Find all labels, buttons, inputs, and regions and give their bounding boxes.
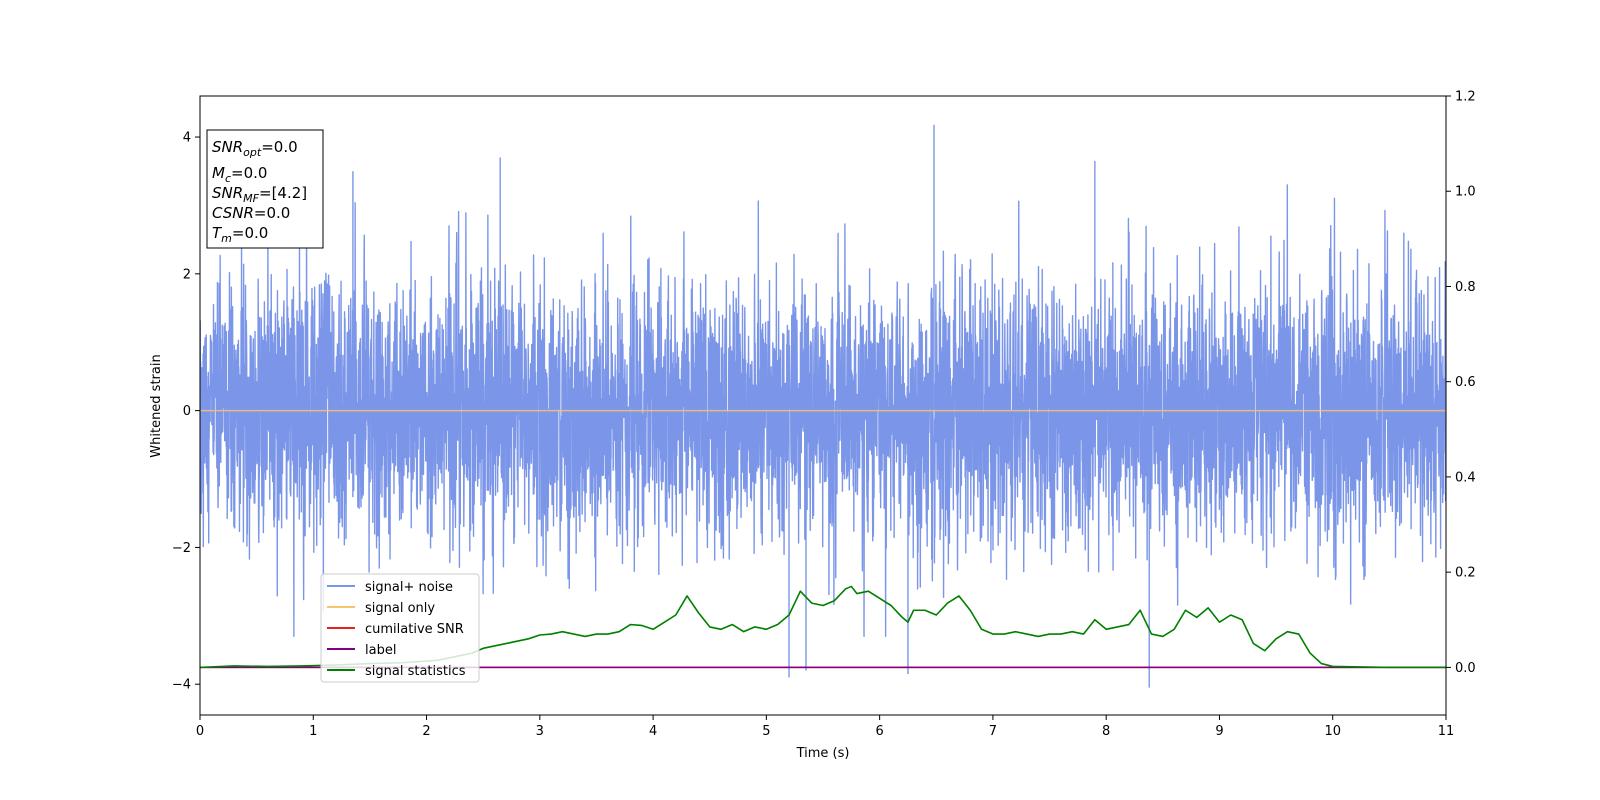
annotation-line: SNRMF=[4.2] bbox=[212, 184, 307, 205]
annotation-variable: T bbox=[212, 224, 223, 242]
annotation-line: Mc=0.0 bbox=[212, 164, 267, 185]
annotation-subscript: c bbox=[225, 172, 231, 185]
x-tick-label: 5 bbox=[762, 724, 770, 739]
annotation-variable: CSNR bbox=[212, 204, 254, 222]
x-tick-label: 1 bbox=[309, 724, 317, 739]
annotation-variable: M bbox=[212, 164, 225, 182]
y-tick-label: 4 bbox=[183, 131, 191, 146]
y-tick-label: 0 bbox=[183, 404, 191, 419]
y2-tick-label: 0.6 bbox=[1455, 375, 1476, 390]
legend-frame bbox=[320, 573, 480, 683]
y2-tick-label: 0.8 bbox=[1455, 280, 1476, 295]
annotation-line: CSNR=0.0 bbox=[212, 204, 290, 222]
x-tick-label: 11 bbox=[1438, 724, 1455, 739]
y-axis-left: −4 −2 0 2 4 bbox=[172, 131, 200, 693]
legend-label: cumilative SNR bbox=[365, 622, 464, 637]
y2-tick-label: 0.4 bbox=[1455, 470, 1476, 485]
x-tick-label: 8 bbox=[1102, 724, 1110, 739]
y2-tick-label: 0.2 bbox=[1455, 566, 1476, 581]
annotation-subscript: opt bbox=[243, 146, 262, 159]
y2-tick-label: 0.0 bbox=[1455, 661, 1476, 676]
annotation-value: =[4.2] bbox=[259, 184, 307, 202]
annotation-box: SNRopt=0.0Mc=0.0SNRMF=[4.2]CSNR=0.0Tm=0.… bbox=[206, 129, 324, 249]
x-axis-label: Time (s) bbox=[796, 746, 850, 761]
x-tick-label: 0 bbox=[196, 724, 204, 739]
y2-tick-label: 1.0 bbox=[1455, 185, 1476, 200]
x-tick-label: 9 bbox=[1215, 724, 1223, 739]
annotation-subscript: MF bbox=[243, 192, 259, 205]
annotation-frame bbox=[206, 129, 324, 249]
y-axis-label: Whitened strain bbox=[149, 354, 164, 457]
legend-label: signal+ noise bbox=[365, 580, 453, 595]
annotation-subscript: m bbox=[221, 232, 232, 245]
series-signal-noise-line bbox=[200, 184, 1446, 638]
annotation-variable: SNR bbox=[212, 184, 243, 202]
annotation-value: =0.0 bbox=[261, 138, 297, 156]
y-tick-label: −4 bbox=[172, 678, 191, 693]
series-signal-noise-spikes bbox=[352, 124, 1150, 688]
x-tick-label: 6 bbox=[875, 724, 883, 739]
y-tick-label: −2 bbox=[172, 541, 191, 556]
annotation-value: =0.0 bbox=[254, 204, 290, 222]
legend: signal+ noise signal only cumilative SNR la… bbox=[320, 573, 480, 683]
y-tick-label: 2 bbox=[183, 267, 191, 282]
annotation-value: =0.0 bbox=[232, 224, 268, 242]
x-tick-label: 4 bbox=[649, 724, 657, 739]
annotation-variable: SNR bbox=[212, 138, 243, 156]
x-tick-label: 2 bbox=[422, 724, 430, 739]
annotation-value: =0.0 bbox=[231, 164, 267, 182]
x-tick-label: 10 bbox=[1324, 724, 1341, 739]
legend-label: signal only bbox=[365, 601, 435, 616]
x-axis: 0 1 2 3 4 5 6 7 8 9 10 11 bbox=[196, 715, 1454, 739]
annotation-line: SNRopt=0.0 bbox=[212, 138, 298, 159]
legend-label: label bbox=[365, 643, 396, 658]
series-signal-statistics-line bbox=[200, 585, 1446, 669]
x-tick-label: 7 bbox=[989, 724, 997, 739]
annotation-line: Tm=0.0 bbox=[212, 224, 268, 245]
plot-frame bbox=[199, 95, 1447, 716]
y2-tick-label: 1.2 bbox=[1455, 90, 1476, 105]
y-axis-right: 0.0 0.2 0.4 0.6 0.8 1.0 1.2 bbox=[1446, 90, 1476, 676]
x-tick-label: 3 bbox=[536, 724, 544, 739]
legend-label: signal statistics bbox=[365, 664, 466, 679]
